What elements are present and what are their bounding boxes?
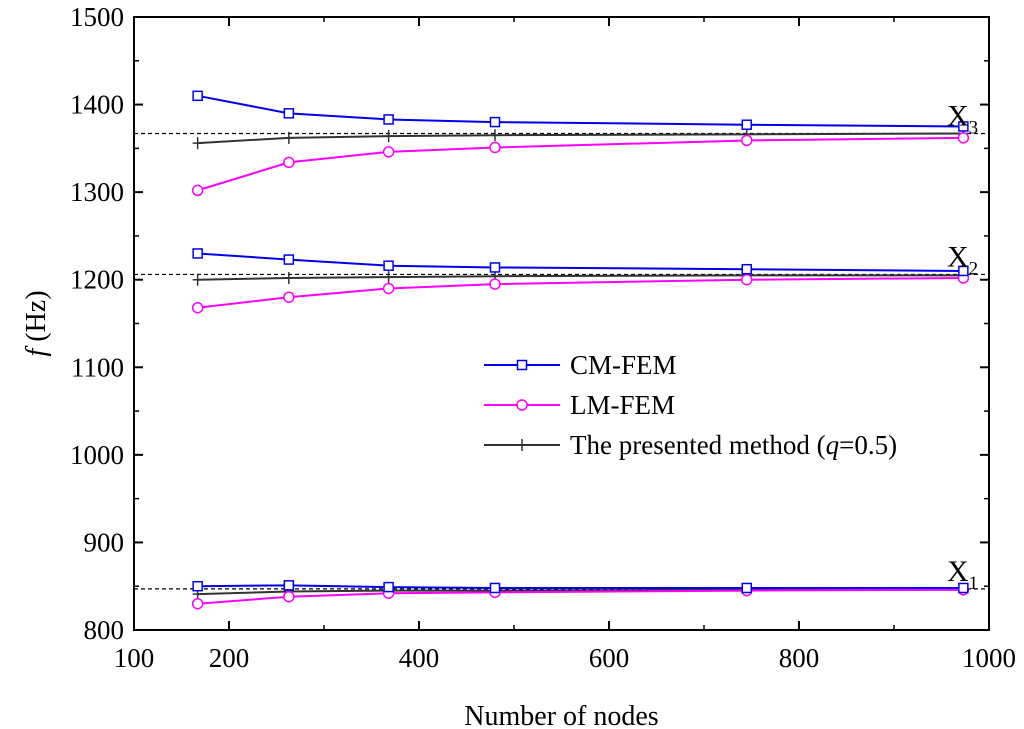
- y-axis-label-unit: (Hz): [21, 290, 52, 348]
- series-markers: [191, 90, 970, 610]
- data-point-lm-fem-x3: [382, 146, 395, 158]
- mode-subscript: 2: [969, 258, 979, 279]
- data-point-lm-fem-x2: [489, 278, 501, 290]
- legend-label-lm-fem: LM-FEM: [570, 390, 675, 420]
- data-point-cm-fem-x1: [741, 582, 752, 594]
- mode-label-x3: X3: [947, 99, 978, 138]
- mode-letter: X: [947, 240, 969, 273]
- data-point-cm-fem-x3: [489, 116, 501, 128]
- legend-label-symbol: q: [826, 430, 840, 460]
- legend-label-prefix: The presented method (: [570, 430, 826, 460]
- data-point-lm-fem-x2: [741, 273, 753, 286]
- data-point-lm-fem-x3: [957, 132, 970, 144]
- data-point-cm-fem-x2: [383, 260, 394, 271]
- series-lines: [197, 94, 964, 605]
- data-point-cm-fem-x2: [192, 248, 203, 259]
- data-point-lm-fem-x3: [191, 184, 204, 197]
- data-point-cm-fem-x2: [489, 262, 501, 273]
- data-point-cm-fem-x1: [283, 580, 295, 591]
- mode-letter: X: [947, 555, 969, 588]
- y-tick-label: 1000: [70, 440, 124, 470]
- legend: CM-FEM LM-FEM The presented method (q=0.5): [484, 350, 897, 460]
- data-point-lm-fem-x2: [382, 282, 395, 295]
- data-point-presented-method-x3: [192, 137, 203, 150]
- data-point-presented-method-x3: [283, 131, 294, 144]
- data-point-presented-method-x3: [490, 129, 500, 142]
- data-point-cm-fem-x3: [283, 108, 295, 119]
- x-tick-label: 100: [114, 643, 155, 673]
- data-point-cm-fem-x1: [489, 582, 501, 594]
- legend-marker-cm-fem: [516, 359, 528, 371]
- data-point-lm-fem-x2: [191, 301, 204, 314]
- mode-subscript: 3: [969, 117, 979, 138]
- y-tick-label: 1100: [71, 352, 124, 382]
- data-point-lm-fem-x1: [283, 590, 295, 603]
- mode-subscript: 1: [969, 573, 979, 594]
- mode-label-x1: X1: [947, 555, 978, 594]
- data-point-lm-fem-x1: [191, 597, 204, 610]
- y-axis-label: f (Hz): [21, 290, 52, 356]
- series-line-lm-fem-x2: [197, 276, 964, 309]
- x-axis-label: Number of nodes: [464, 701, 658, 729]
- x-tick-label: 600: [589, 643, 630, 673]
- y-tick-label: 900: [84, 527, 125, 557]
- data-point-presented-method-x2: [383, 271, 394, 284]
- legend-label-presented-method: The presented method (q=0.5): [570, 430, 897, 460]
- x-tick-label: 200: [209, 643, 250, 673]
- series-line-lm-fem-x3: [197, 136, 964, 192]
- data-point-cm-fem-x3: [958, 121, 969, 132]
- series-line-cm-fem-x3: [197, 94, 964, 128]
- legend-marker-lm-fem: [516, 399, 528, 411]
- data-point-cm-fem-x3: [741, 119, 752, 130]
- y-tick-label: 1400: [70, 90, 124, 120]
- data-point-lm-fem-x2: [283, 291, 295, 303]
- data-point-cm-fem-x1: [383, 581, 394, 593]
- y-tick-label: 800: [84, 615, 125, 645]
- reference-lines: [134, 132, 989, 590]
- data-point-lm-fem-x3: [489, 141, 501, 154]
- data-point-cm-fem-x2: [741, 263, 752, 275]
- series-line-presented-method-x3: [197, 132, 964, 145]
- x-tick-label: 400: [399, 643, 440, 673]
- x-tick-label: 800: [779, 643, 820, 673]
- mode-label-x2: X2: [947, 240, 978, 279]
- series-line-presented-method-x2: [197, 274, 964, 281]
- data-point-presented-method-x2: [283, 271, 294, 284]
- y-axis-label-symbol: f: [21, 346, 52, 357]
- legend-label-suffix: =0.5): [839, 430, 897, 460]
- legend-marker-presented-method: [517, 439, 527, 451]
- data-point-presented-method-x2: [192, 273, 203, 286]
- data-point-cm-fem-x1: [958, 582, 969, 594]
- y-tick-label: 1200: [70, 265, 124, 295]
- axis-ticks: 100 200 400 600 800 1000 800 900 1000 1100 1200 130…: [70, 2, 1016, 673]
- data-point-cm-fem-x2: [283, 254, 295, 265]
- data-point-lm-fem-x3: [283, 156, 295, 169]
- series-line-lm-fem-x1: [197, 588, 964, 605]
- series-line-cm-fem-x1: [197, 584, 964, 589]
- data-point-lm-fem-x3: [741, 134, 753, 147]
- data-point-cm-fem-x2: [958, 265, 969, 277]
- legend-label-cm-fem: CM-FEM: [570, 350, 677, 380]
- data-point-presented-method-x3: [383, 130, 394, 143]
- y-tick-label: 1500: [70, 2, 124, 32]
- x-tick-label: 1000: [962, 643, 1016, 673]
- data-point-cm-fem-x1: [192, 580, 203, 592]
- mode-letter: X: [947, 99, 969, 132]
- y-tick-label: 1300: [70, 177, 124, 207]
- series-line-cm-fem-x2: [197, 252, 964, 272]
- data-point-cm-fem-x3: [383, 114, 394, 125]
- data-point-cm-fem-x3: [192, 90, 203, 102]
